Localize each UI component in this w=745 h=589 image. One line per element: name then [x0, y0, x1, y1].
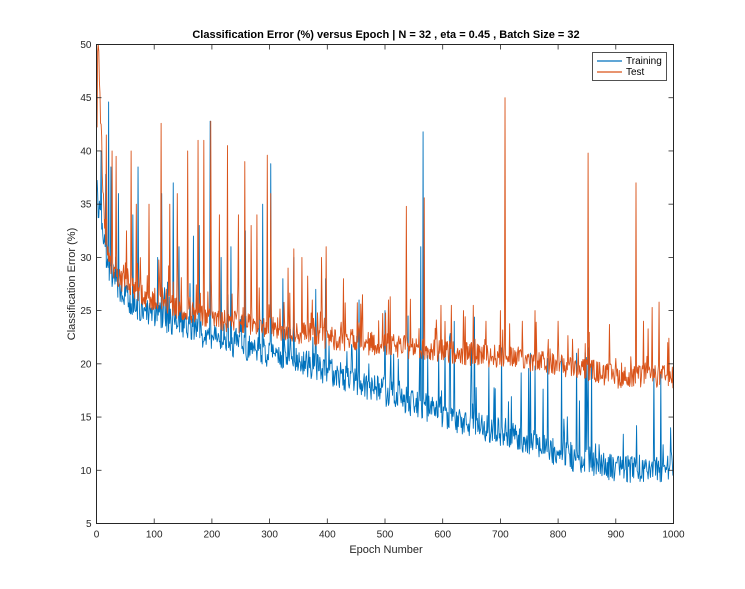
x-tick-label: 100	[146, 530, 163, 541]
y-tick-label: 30	[80, 253, 92, 264]
x-tick-label: 400	[319, 530, 336, 541]
series-layer	[96, 44, 674, 483]
series-line-test	[96, 44, 674, 389]
tick-layer: 0 100 200 300 400 500 600 700 800 900 1000 5 10 15 20 2…	[80, 40, 685, 541]
y-axis-label: Classification Error (%)	[66, 228, 78, 340]
x-tick-label: 300	[261, 530, 278, 541]
legend-box	[592, 52, 667, 81]
x-tick-label: 900	[607, 530, 624, 541]
series-line-training	[96, 101, 674, 483]
y-tick-label: 45	[80, 93, 92, 104]
x-tick-label: 0	[94, 530, 100, 541]
legend: Training Test	[592, 52, 667, 81]
y-tick-label: 20	[80, 359, 92, 370]
y-tick-label: 25	[80, 306, 92, 317]
x-tick-label: 700	[492, 530, 509, 541]
x-tick-label: 500	[377, 530, 394, 541]
y-tick-label: 5	[86, 519, 92, 530]
y-tick-label: 10	[80, 466, 92, 477]
y-tick-label: 35	[80, 200, 92, 211]
chart-title: Classification Error (%) versus Epoch | …	[192, 29, 579, 41]
x-tick-label: 600	[434, 530, 451, 541]
plot-area	[96, 44, 674, 524]
x-tick-label: 1000	[662, 530, 685, 541]
legend-label-training: Training	[626, 56, 662, 67]
x-tick-label: 200	[204, 530, 221, 541]
y-tick-label: 50	[80, 40, 92, 51]
x-axis-label: Epoch Number	[349, 544, 423, 556]
y-tick-label: 40	[80, 146, 92, 157]
y-tick-label: 15	[80, 413, 92, 424]
x-tick-label: 800	[550, 530, 567, 541]
legend-label-test: Test	[626, 67, 645, 78]
